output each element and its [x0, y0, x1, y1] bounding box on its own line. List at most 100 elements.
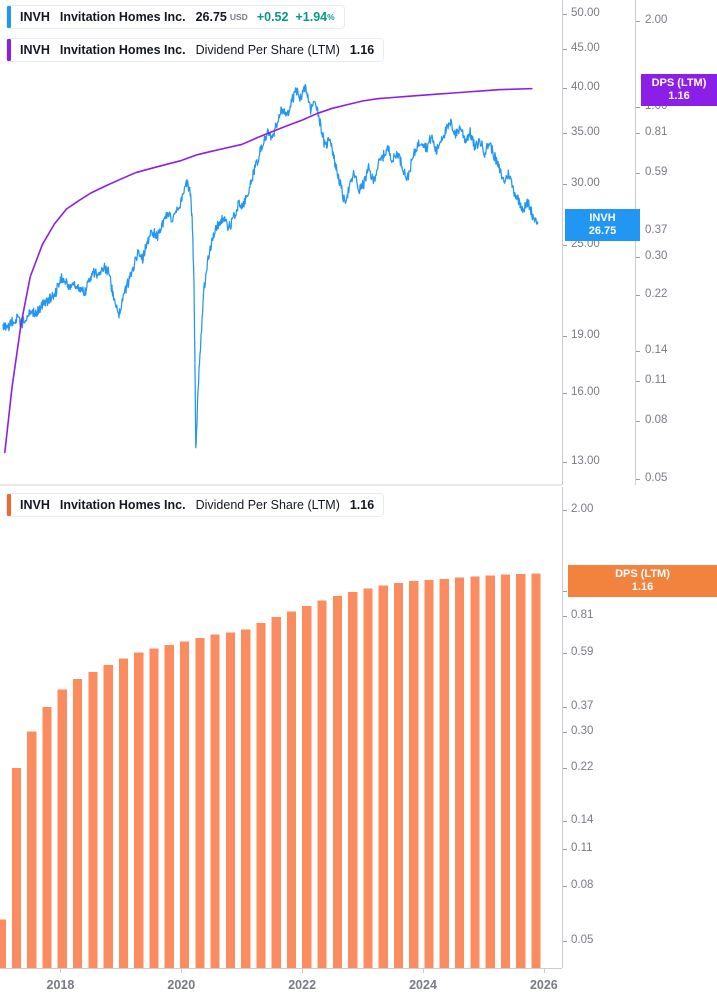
dps-bar[interactable]: [195, 637, 205, 968]
x-axis-tick-mark: [60, 968, 62, 973]
axis-tick-mark: [636, 256, 640, 258]
badge-dps-upper-value: 1.16: [668, 90, 690, 102]
legend-price-name: Invitation Homes Inc.: [59, 10, 186, 24]
dps-bar[interactable]: [500, 574, 511, 968]
dps-bar[interactable]: [42, 707, 52, 968]
dps-bar[interactable]: [134, 652, 144, 968]
axis-tick-label: 0.11: [571, 841, 593, 854]
legend-price[interactable]: INVH Invitation Homes Inc. 26.75 USD +0.…: [6, 5, 345, 29]
panel-separator: [0, 484, 562, 486]
dps-bar[interactable]: [424, 579, 434, 968]
badge-price-value: 26.75: [588, 225, 617, 237]
dps-bar[interactable]: [241, 629, 251, 968]
dps-bar[interactable]: [439, 578, 449, 968]
legend-dps-lower[interactable]: INVH Invitation Homes Inc. Dividend Per …: [6, 493, 385, 517]
dps-bar[interactable]: [531, 573, 541, 968]
dps-bar[interactable]: [271, 617, 281, 968]
legend-dps-upper[interactable]: INVH Invitation Homes Inc. Dividend Per …: [6, 38, 385, 62]
axis-tick-label: 0.05: [645, 472, 668, 484]
dps-bar[interactable]: [286, 611, 297, 968]
x-axis-tick-mark: [302, 968, 304, 973]
dps-bar[interactable]: [332, 595, 342, 968]
axis-tick-mark: [636, 107, 640, 109]
dps-bar[interactable]: [470, 576, 480, 968]
axis-tick-label: 0.81: [645, 126, 668, 139]
axis-tick-mark: [563, 183, 567, 185]
dps-bar[interactable]: [317, 600, 327, 968]
badge-dps-upper-title: DPS (LTM): [651, 77, 707, 89]
dps-bar[interactable]: [88, 671, 98, 968]
legend-price-swatch: [7, 6, 11, 28]
dps-bar[interactable]: [179, 641, 190, 968]
dps-bar[interactable]: [225, 632, 236, 968]
axis-tick-mark: [636, 351, 640, 353]
dps-bar[interactable]: [302, 605, 312, 968]
x-axis-tick-mark: [423, 968, 424, 973]
axis-tick-label: 0.30: [645, 249, 668, 262]
price-chart-plot[interactable]: [0, 0, 562, 485]
price-chart-panel: INVH Invitation Homes Inc. 26.75 USD +0.…: [0, 0, 717, 485]
dps-bar[interactable]: [164, 644, 174, 968]
dps-bar[interactable]: [149, 648, 159, 968]
dps-bar[interactable]: [455, 577, 465, 968]
axis-tick-label: 0.08: [645, 413, 668, 426]
axis-tick-label: 16.00: [571, 385, 600, 398]
badge-dps-lower-value: 1.16: [631, 581, 654, 593]
axis-tick-label: 0.11: [645, 374, 667, 387]
dps-bar[interactable]: [378, 585, 388, 968]
badge-dps-upper[interactable]: DPS (LTM) 1.16: [641, 74, 717, 106]
axis-tick-mark: [563, 132, 567, 134]
badge-dps-lower-title: DPS (LTM): [615, 568, 670, 580]
legend-price-ticker: INVH: [20, 10, 50, 24]
axis-tick-mark: [636, 172, 640, 174]
axis-tick-mark: [636, 133, 640, 135]
axis-tick-label: 50.00: [571, 7, 600, 19]
dps-bar[interactable]: [485, 575, 495, 968]
axis-tick-label: 0.22: [571, 760, 594, 773]
axis-tick-label: 30.00: [571, 176, 600, 189]
x-axis-tick-mark: [181, 968, 183, 973]
axis-tick-label: 2.00: [571, 503, 594, 515]
axis-tick-mark: [563, 941, 567, 942]
x-axis-line: [0, 968, 562, 969]
dps-bar[interactable]: [73, 679, 83, 968]
dps-bar[interactable]: [409, 580, 419, 968]
dps-bar[interactable]: [393, 583, 404, 968]
axis-tick-mark: [563, 707, 567, 709]
axis-tick-mark: [636, 21, 640, 22]
dps-bar[interactable]: [210, 634, 220, 968]
axis-tick-mark: [563, 848, 567, 850]
axis-tick-label: 35.00: [571, 125, 600, 138]
badge-dps-lower[interactable]: DPS (LTM) 1.16: [568, 565, 717, 597]
axis-tick-mark: [563, 820, 567, 822]
dps-bar[interactable]: [27, 731, 37, 968]
legend-price-change: +0.52: [256, 10, 289, 24]
dps-bar[interactable]: [256, 623, 266, 968]
dps-bar[interactable]: [516, 574, 526, 968]
axis-tick-label: 0.59: [571, 645, 594, 658]
badge-price[interactable]: INVH 26.75: [565, 209, 640, 241]
dps-axis-line-lower: [562, 487, 563, 968]
dps-bar[interactable]: [0, 919, 6, 968]
dps-bar[interactable]: [118, 658, 129, 968]
axis-tick-label: 0.37: [645, 223, 668, 236]
dps-bar[interactable]: [363, 588, 373, 968]
dps-bar[interactable]: [348, 592, 358, 968]
dps-bar-chart-plot[interactable]: [0, 487, 562, 968]
axis-tick-mark: [563, 731, 567, 733]
legend-dps-lower-name: Invitation Homes Inc.: [59, 498, 186, 512]
badge-price-title: INVH: [589, 212, 616, 224]
dps-bar[interactable]: [103, 665, 113, 968]
axis-tick-mark: [636, 420, 640, 422]
legend-dps-upper-swatch: [7, 39, 11, 61]
axis-tick-mark: [563, 49, 567, 51]
x-axis-tick-label: 2026: [529, 978, 558, 992]
dps-bar[interactable]: [57, 689, 67, 968]
axis-tick-mark: [636, 381, 640, 383]
x-axis-tick-mark: [543, 968, 545, 973]
axis-tick-mark: [563, 615, 567, 617]
axis-tick-label: 19.00: [571, 328, 600, 341]
legend-dps-lower-ticker: INVH: [20, 498, 50, 512]
axis-tick-mark: [563, 886, 567, 888]
dps-bar[interactable]: [11, 767, 22, 968]
